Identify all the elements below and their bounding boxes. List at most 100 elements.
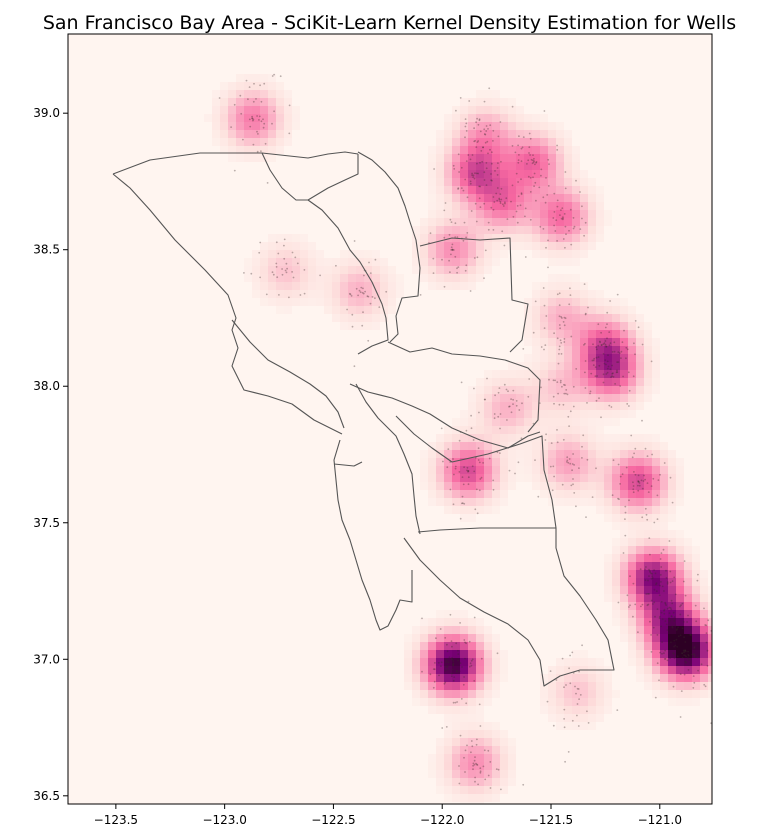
density-cell — [436, 442, 444, 450]
density-cell — [572, 482, 580, 490]
density-cell — [652, 434, 660, 442]
density-cell — [588, 474, 596, 482]
well-point — [487, 128, 489, 130]
well-point — [443, 237, 445, 239]
density-cell — [468, 186, 476, 194]
density-cell — [284, 274, 292, 282]
density-cell — [460, 98, 468, 106]
density-cell — [644, 538, 652, 546]
density-cell — [564, 690, 572, 698]
density-cell — [596, 386, 604, 394]
density-cell — [452, 682, 460, 690]
density-cell — [492, 202, 500, 210]
density-cell — [636, 354, 644, 362]
density-cell — [484, 234, 492, 242]
density-cell — [228, 122, 236, 130]
well-point — [707, 650, 709, 652]
density-cell — [228, 82, 236, 90]
well-point — [627, 348, 629, 350]
well-point — [470, 415, 472, 417]
density-cell — [484, 426, 492, 434]
density-cell — [556, 242, 564, 250]
density-cell — [500, 138, 508, 146]
density-cell — [476, 202, 484, 210]
well-point — [553, 332, 555, 334]
well-point — [676, 639, 678, 641]
density-cell — [532, 234, 540, 242]
density-cell — [476, 658, 484, 666]
density-cell — [420, 226, 428, 234]
density-cell — [452, 194, 460, 202]
density-cell — [580, 370, 588, 378]
density-cell — [532, 250, 540, 258]
density-cell — [500, 434, 508, 442]
well-point — [590, 373, 592, 375]
density-cell — [564, 490, 572, 498]
well-point — [651, 575, 653, 577]
density-cell — [660, 690, 668, 698]
density-cell — [428, 274, 436, 282]
well-point — [276, 276, 278, 278]
density-cell — [308, 298, 316, 306]
well-point — [434, 681, 436, 683]
density-cell — [572, 338, 580, 346]
density-cell — [580, 226, 588, 234]
density-cell — [452, 634, 460, 642]
density-cell — [436, 498, 444, 506]
density-cell — [556, 666, 564, 674]
density-cell — [580, 330, 588, 338]
density-cell — [612, 298, 620, 306]
well-point — [559, 404, 561, 406]
density-cell — [676, 690, 684, 698]
density-cell — [676, 586, 684, 594]
density-cell — [692, 626, 700, 634]
density-cell — [524, 242, 532, 250]
density-cell — [468, 634, 476, 642]
density-cell — [468, 258, 476, 266]
density-cell — [588, 658, 596, 666]
density-cell — [548, 690, 556, 698]
density-cell — [588, 450, 596, 458]
density-cell — [236, 82, 244, 90]
well-point — [634, 448, 636, 450]
density-cell — [444, 114, 452, 122]
density-cell — [292, 234, 300, 242]
x-tick-label: −122.5 — [311, 813, 355, 827]
density-cell — [556, 154, 564, 162]
density-cell — [460, 418, 468, 426]
well-point — [510, 398, 512, 400]
well-point — [645, 593, 647, 595]
density-cell — [436, 202, 444, 210]
well-point — [611, 365, 613, 367]
density-cell — [676, 466, 684, 474]
well-point — [585, 222, 587, 224]
density-cell — [516, 466, 524, 474]
density-cell — [340, 282, 348, 290]
density-cell — [220, 122, 228, 130]
density-cell — [436, 626, 444, 634]
well-point — [453, 474, 455, 476]
density-cell — [556, 458, 564, 466]
density-cell — [484, 394, 492, 402]
well-point — [587, 307, 589, 309]
well-point — [659, 474, 661, 476]
well-point — [683, 581, 685, 583]
density-cell — [676, 674, 684, 682]
density-cell — [660, 634, 668, 642]
density-cell — [476, 642, 484, 650]
density-cell — [572, 226, 580, 234]
density-cell — [484, 498, 492, 506]
density-cell — [324, 306, 332, 314]
density-cell — [484, 410, 492, 418]
well-point — [624, 518, 626, 520]
well-point — [659, 585, 661, 587]
density-cell — [364, 298, 372, 306]
well-point — [563, 238, 565, 240]
density-cell — [572, 314, 580, 322]
density-cell — [372, 298, 380, 306]
density-cell — [444, 698, 452, 706]
well-point — [610, 342, 612, 344]
well-point — [504, 384, 506, 386]
density-cell — [564, 714, 572, 722]
density-cell — [684, 690, 692, 698]
